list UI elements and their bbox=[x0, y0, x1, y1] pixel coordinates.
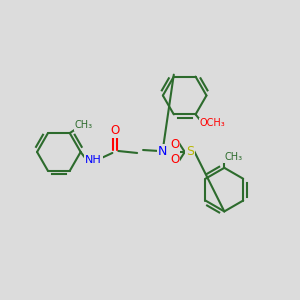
Text: NH: NH bbox=[85, 155, 102, 165]
Text: S: S bbox=[186, 146, 194, 158]
Text: CH₃: CH₃ bbox=[75, 120, 93, 130]
Text: OCH₃: OCH₃ bbox=[200, 118, 225, 128]
Text: O: O bbox=[170, 153, 179, 167]
Text: O: O bbox=[111, 124, 120, 137]
Text: CH₃: CH₃ bbox=[224, 152, 242, 162]
Text: O: O bbox=[170, 138, 179, 151]
Text: N: N bbox=[158, 146, 168, 158]
